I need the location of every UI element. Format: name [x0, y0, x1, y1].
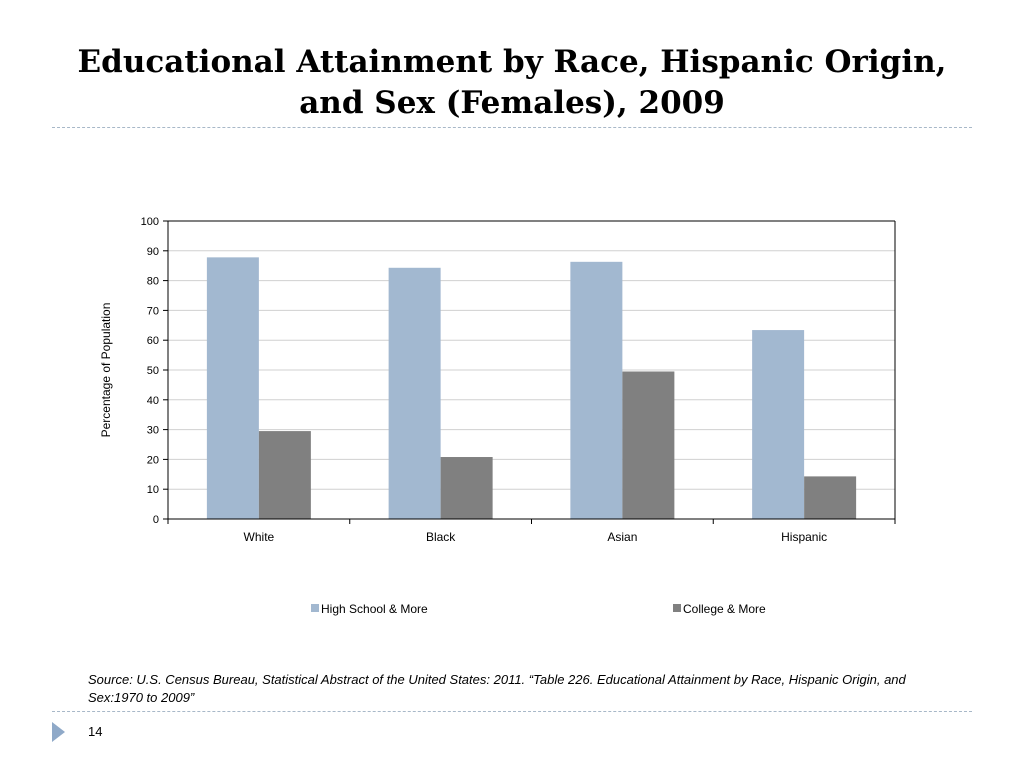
legend-label: College & More	[683, 602, 766, 616]
bar-hispanic-high-school	[752, 330, 805, 519]
y-tick-label: 40	[147, 395, 159, 407]
y-axis-title: Percentage of Population	[99, 303, 113, 438]
slide-title: Educational Attainment by Race, Hispanic…	[40, 42, 984, 124]
y-tick-label: 0	[153, 514, 159, 526]
y-tick-label: 20	[147, 454, 159, 466]
x-category-label: Hispanic	[781, 530, 827, 544]
y-tick-label: 70	[147, 305, 159, 317]
x-category-label: White	[244, 530, 275, 544]
bar-hispanic-college	[804, 476, 857, 519]
x-category-label: Asian	[607, 530, 637, 544]
page-number: 14	[88, 724, 103, 739]
y-tick-label: 10	[147, 484, 159, 496]
bar-white-high-school	[206, 257, 259, 519]
y-tick-label: 50	[147, 365, 159, 377]
y-tick-label: 60	[147, 335, 159, 347]
source-note: Source: U.S. Census Bureau, Statistical …	[88, 672, 906, 705]
title-line-2: and Sex (Females), 2009	[299, 85, 725, 121]
y-tick-label: 80	[147, 276, 159, 288]
bar-chart: 0 10 20 30 40 50 60 70 80 90 100 White Black Asian His…	[99, 216, 896, 616]
top-divider	[52, 127, 972, 128]
legend-label: High School & More	[321, 602, 428, 616]
bar-black-high-school	[388, 267, 441, 519]
triangle-right-icon	[52, 722, 65, 742]
legend-swatch	[673, 604, 681, 612]
legend-swatch	[311, 604, 319, 612]
y-tick-label: 30	[147, 425, 159, 437]
title-line-1: Educational Attainment by Race, Hispanic…	[77, 44, 947, 80]
bar-asian-high-school	[570, 261, 623, 519]
x-category-label: Black	[426, 530, 456, 544]
y-tick-label: 90	[147, 246, 159, 258]
y-tick-label: 100	[141, 216, 159, 228]
bottom-divider	[52, 711, 972, 712]
bar-asian-college	[622, 371, 675, 519]
bar-black-college	[440, 457, 493, 519]
bar-white-college	[258, 431, 311, 519]
